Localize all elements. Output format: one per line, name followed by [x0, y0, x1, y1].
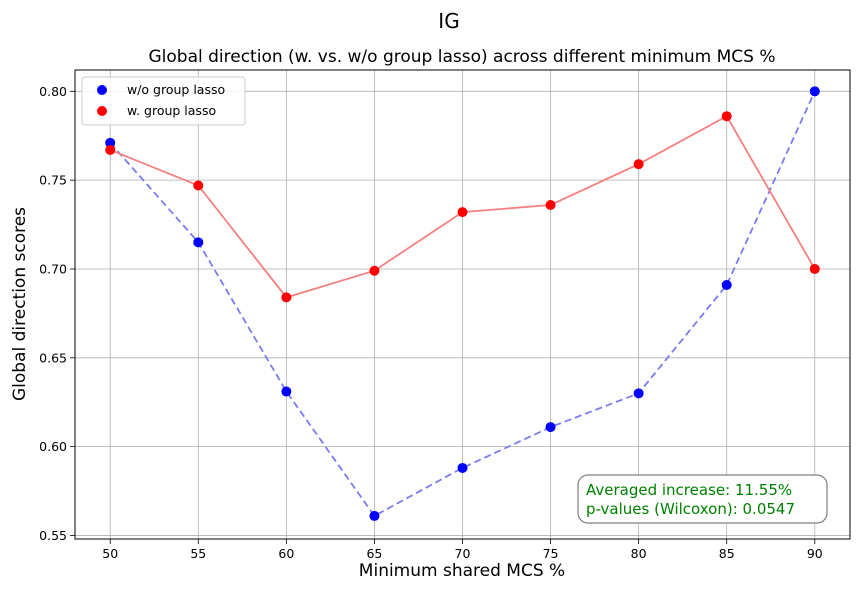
x-tick-label: 80 [631, 546, 647, 561]
annotation-line-increase: Averaged increase: 11.55% [586, 481, 792, 499]
series-line-0 [109, 90, 816, 518]
x-tick-label: 55 [190, 546, 206, 561]
data-point-series-1 [809, 263, 820, 274]
y-tick-label: 0.80 [39, 84, 67, 99]
legend-marker-w-group-lasso [97, 106, 107, 116]
annotation: Averaged increase: 11.55% p-values (Wilc… [577, 474, 828, 524]
legend-marker-wo-group-lasso [97, 85, 107, 95]
y-axis-ticks: 0.55 0.60 0.65 0.70 0.75 0.80 [39, 84, 75, 543]
data-point-series-1 [105, 144, 116, 155]
legend-label-wo-group-lasso: w/o group lasso [127, 82, 225, 97]
x-tick-label: 70 [455, 546, 471, 561]
annotation-line-pvalue: p-values (Wilcoxon): 0.0547 [586, 500, 795, 518]
data-point-series-0 [281, 386, 292, 397]
y-tick-label: 0.70 [39, 261, 67, 276]
x-tick-label: 90 [807, 546, 823, 561]
x-tick-label: 75 [543, 546, 559, 561]
x-tick-label: 65 [366, 546, 382, 561]
x-tick-label: 85 [719, 546, 735, 561]
data-point-series-0 [633, 388, 644, 399]
y-tick-label: 0.55 [39, 528, 67, 543]
data-point-series-1 [457, 207, 468, 218]
x-axis-label: Minimum shared MCS % [359, 561, 565, 581]
data-point-series-1 [193, 180, 204, 191]
y-axis-label: Global direction scores [10, 207, 30, 401]
data-point-series-0 [809, 86, 820, 97]
legend-label-w-group-lasso: w. group lasso [127, 103, 216, 118]
annotation-box [577, 474, 828, 524]
data-point-series-0 [721, 279, 732, 290]
data-point-series-1 [281, 292, 292, 303]
data-point-series-0 [457, 462, 468, 473]
x-axis-ticks: 50 55 60 65 70 75 80 85 90 [102, 539, 823, 561]
chart-title: Global direction (w. vs. w/o group lasso… [148, 47, 775, 67]
y-tick-label: 0.75 [39, 173, 67, 188]
y-tick-label: 0.65 [39, 350, 67, 365]
data-point-series-1 [369, 265, 380, 276]
y-tick-label: 0.60 [39, 439, 67, 454]
x-tick-label: 50 [102, 546, 118, 561]
data-point-series-0 [193, 237, 204, 248]
data-point-series-1 [545, 200, 556, 211]
grid-lines [75, 70, 850, 539]
data-point-series-0 [545, 422, 556, 433]
legend: w/o group lasso w. group lasso [81, 76, 246, 126]
data-points [105, 86, 820, 521]
chart-suptitle: IG [438, 9, 459, 33]
data-point-series-1 [633, 159, 644, 170]
legend-box [81, 76, 246, 126]
data-point-series-0 [369, 510, 380, 521]
data-point-series-1 [721, 111, 732, 122]
x-tick-label: 60 [278, 546, 294, 561]
data-point-series-0 [105, 137, 116, 148]
